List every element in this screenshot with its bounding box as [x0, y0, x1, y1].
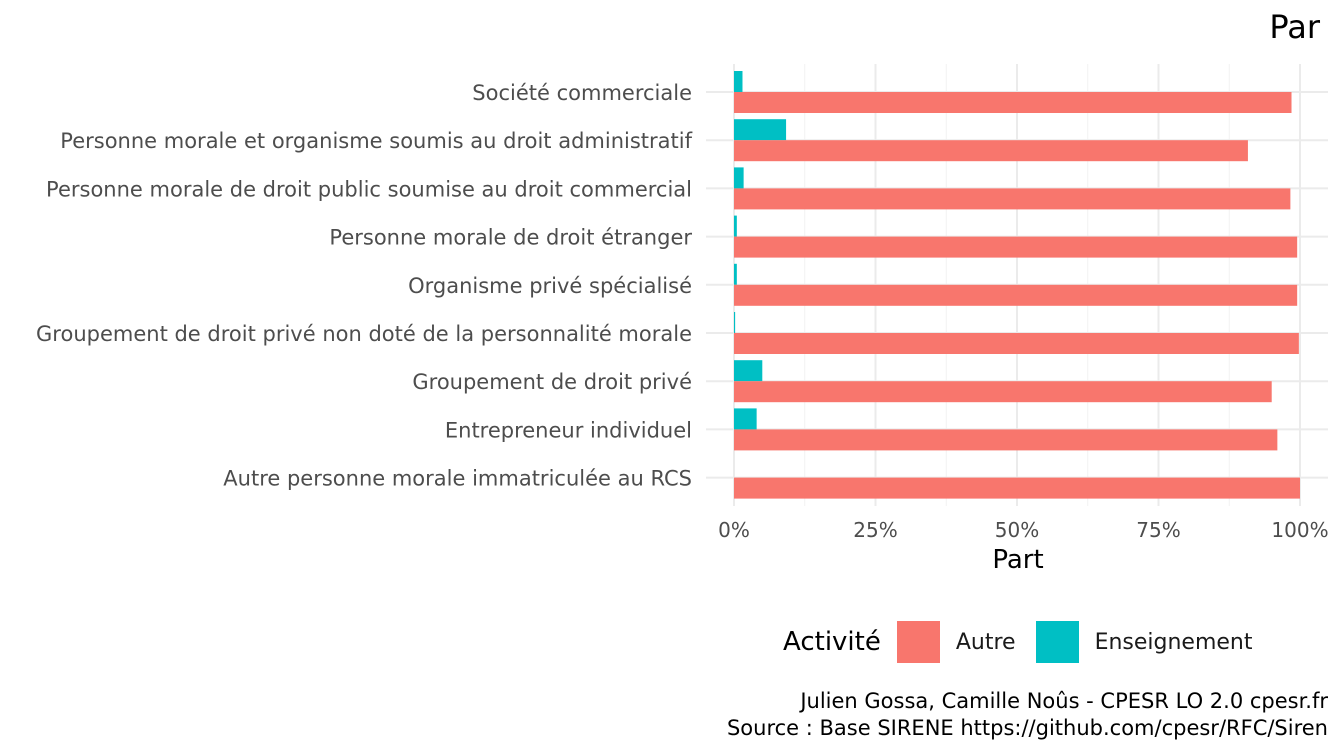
legend-swatch-autre: [896, 621, 940, 663]
x-axis-tick-label: 25%: [853, 518, 897, 542]
caption: Julien Gossa, Camille Noûs - CPESR LO 2.…: [727, 688, 1328, 742]
bar-enseignement: [734, 215, 737, 237]
y-axis-label: Personne morale et organisme soumis au d…: [60, 129, 692, 153]
bar-enseignement: [734, 360, 763, 382]
y-axis-label: Personne morale de droit étranger: [329, 226, 692, 250]
bar-autre: [734, 429, 1278, 451]
bar-enseignement: [734, 167, 744, 189]
y-axis-label: Organisme privé spécialisé: [408, 274, 692, 298]
y-axis-label: Société commerciale: [472, 81, 692, 105]
legend: Activité Autre Enseignement: [783, 620, 1273, 664]
bar-chart: Société commerciale Personne morale et or…: [36, 64, 1329, 575]
caption-credit: Julien Gossa, Camille Noûs - CPESR LO 2.…: [800, 689, 1328, 713]
chart-title: Par: [1269, 8, 1320, 46]
y-axis-label: Groupement de droit privé non doté de la…: [36, 322, 692, 346]
bar-enseignement: [734, 263, 737, 285]
y-axis-label: Personne morale de droit public soumise …: [46, 177, 692, 201]
x-axis-title: Part: [992, 545, 1043, 575]
legend-swatch-enseignement: [1035, 621, 1079, 663]
bar-enseignement: [734, 71, 743, 92]
bar-autre: [734, 284, 1298, 306]
caption-source: Source : Base SIRENE https://github.com/…: [726, 716, 1328, 740]
bar-autre: [734, 381, 1272, 403]
bar-enseignement: [734, 408, 757, 430]
y-axis-labels: Société commerciale Personne morale et or…: [36, 81, 693, 491]
y-axis-label: Autre personne morale immatriculée au RC…: [223, 467, 692, 491]
legend-title: Activité: [783, 627, 881, 657]
bar-autre: [734, 236, 1298, 258]
x-axis-tick-label: 50%: [995, 518, 1039, 542]
bar-autre: [734, 92, 1292, 113]
legend-label-enseignement: Enseignement: [1094, 629, 1253, 655]
bar-autre: [734, 477, 1300, 499]
bar-enseignement: [734, 119, 787, 141]
bars: [734, 71, 1300, 499]
bar-enseignement: [734, 312, 736, 333]
bar-autre: [734, 188, 1291, 210]
y-axis-label: Entrepreneur individuel: [445, 418, 692, 442]
x-axis-tick-label: 100%: [1271, 518, 1328, 542]
y-axis-label: Groupement de droit privé: [412, 370, 692, 394]
x-axis-tick-label: 75%: [1136, 518, 1180, 542]
legend-label-autre: Autre: [955, 629, 1016, 655]
bar-autre: [734, 333, 1299, 354]
bar-autre: [734, 140, 1248, 162]
x-axis-tick-label: 0%: [718, 518, 750, 542]
x-axis-ticks: 0% 25% 50% 75% 100%: [718, 518, 1328, 542]
